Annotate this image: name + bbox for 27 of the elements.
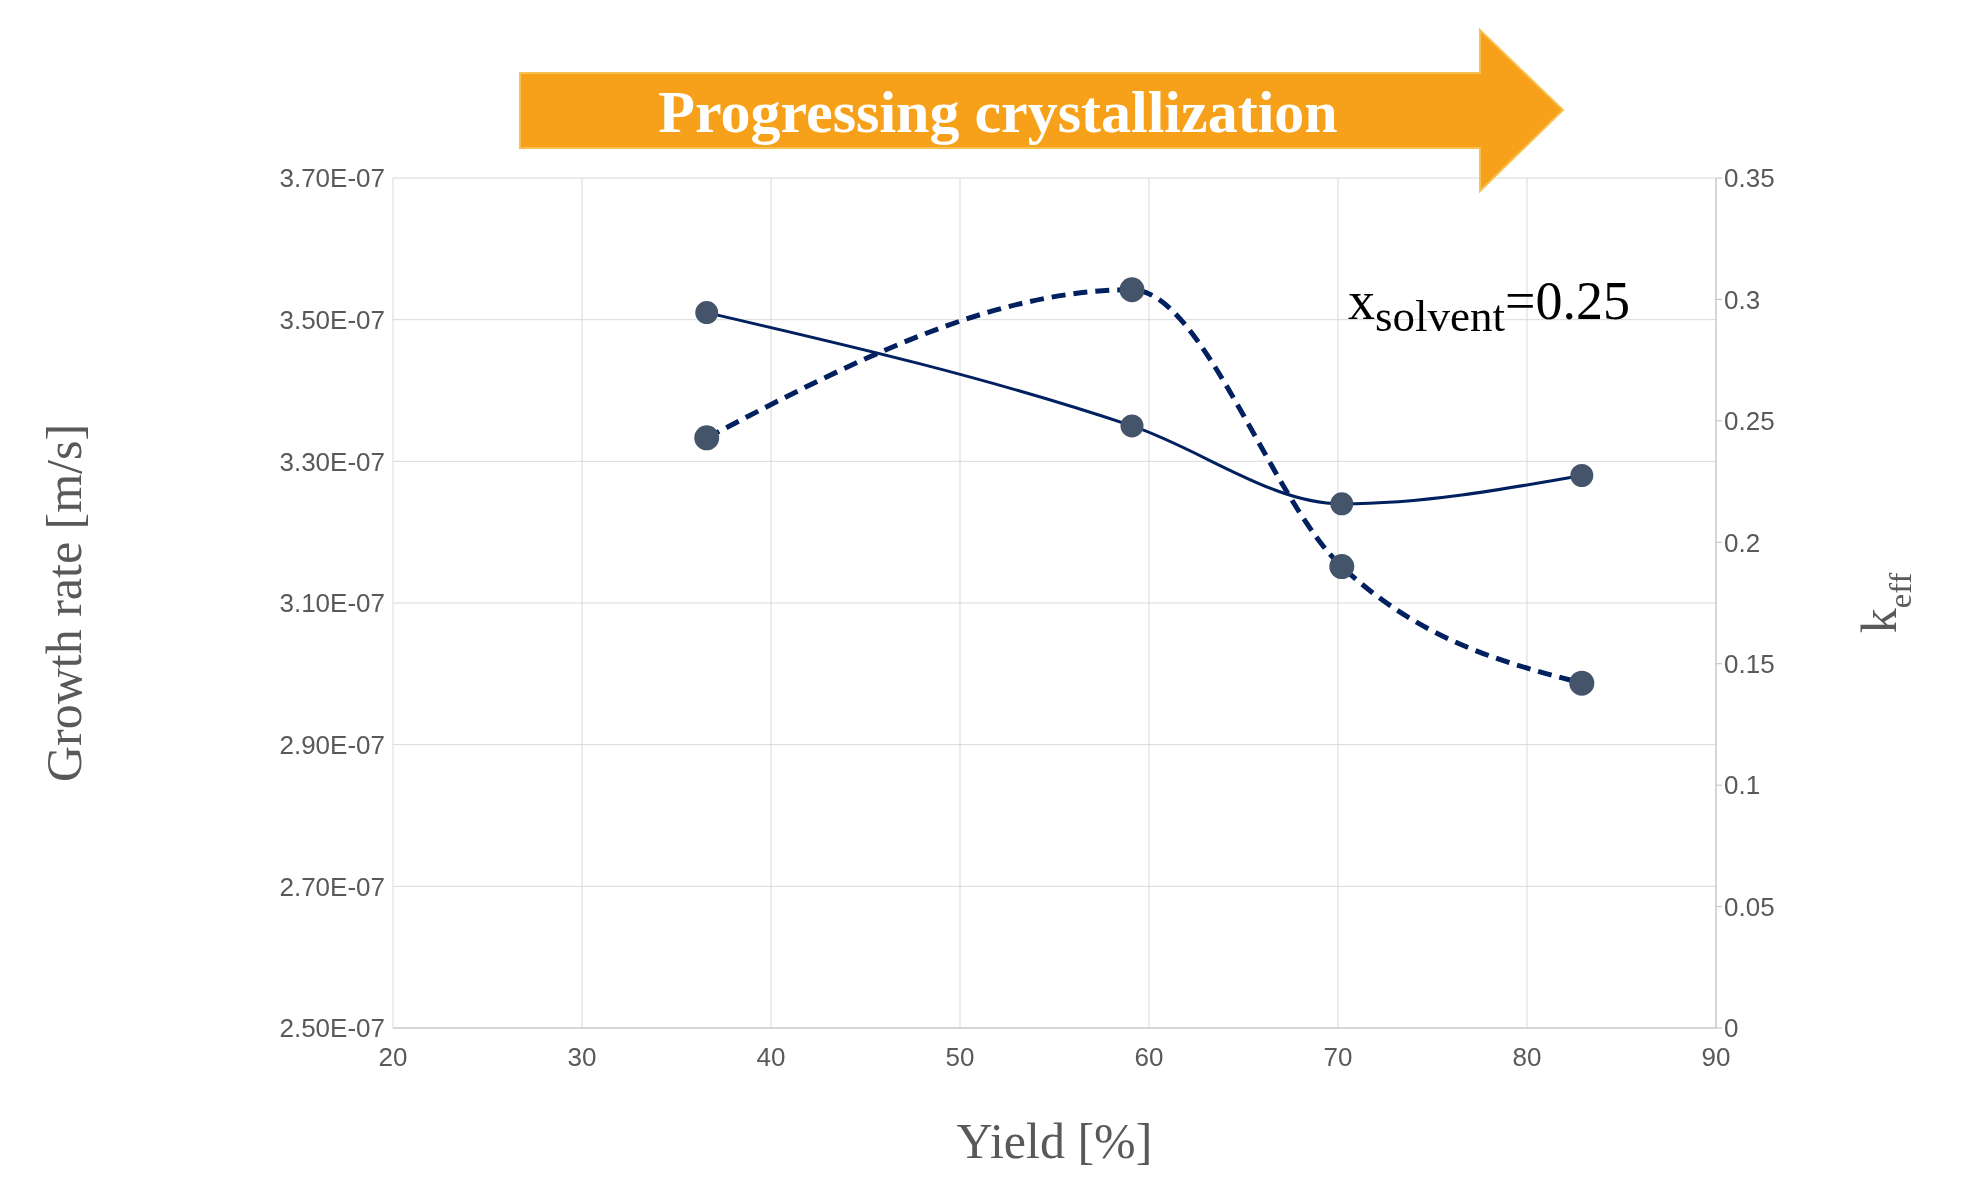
y-tick-label: 3.10E-07	[279, 588, 385, 619]
x-tick-label: 50	[945, 1042, 975, 1073]
y-axis-title: Growth rate [m/s]	[35, 423, 92, 783]
x-tick-label: 80	[1512, 1042, 1542, 1073]
y2-tick-label: 0.1	[1724, 770, 1761, 801]
x-tick-label: 70	[1323, 1042, 1353, 1073]
y-tick-label: 3.50E-07	[279, 304, 385, 335]
y-tick-label: 2.50E-07	[279, 1013, 385, 1044]
y2-tick-label: 0.15	[1724, 648, 1775, 679]
y2-tick-label: 0	[1724, 1013, 1739, 1044]
x-tick-label: 90	[1701, 1042, 1731, 1073]
x-tick-label: 60	[1134, 1042, 1164, 1073]
y2-tick-label: 0.35	[1724, 163, 1775, 194]
y-tick-label: 2.90E-07	[279, 729, 385, 760]
y2-tick-label: 0.05	[1724, 891, 1775, 922]
y2-tick-label: 0.3	[1724, 284, 1761, 315]
y-tick-label: 2.70E-07	[279, 871, 385, 902]
x-axis-title: Yield [%]	[956, 1113, 1153, 1169]
x-tick-label: 30	[567, 1042, 597, 1073]
y-tick-label: 3.30E-07	[279, 446, 385, 477]
y-tick-label: 3.70E-07	[279, 163, 385, 194]
y2-tick-label: 0.25	[1724, 406, 1775, 437]
y2-tick-label: 0.2	[1724, 527, 1761, 558]
x-tick-label: 40	[756, 1042, 786, 1073]
text: Progressing crystallization	[657, 78, 1339, 147]
x-tick-label: 20	[378, 1042, 408, 1073]
annotation: x$_{solvent}$=0.25	[1348, 270, 1630, 342]
